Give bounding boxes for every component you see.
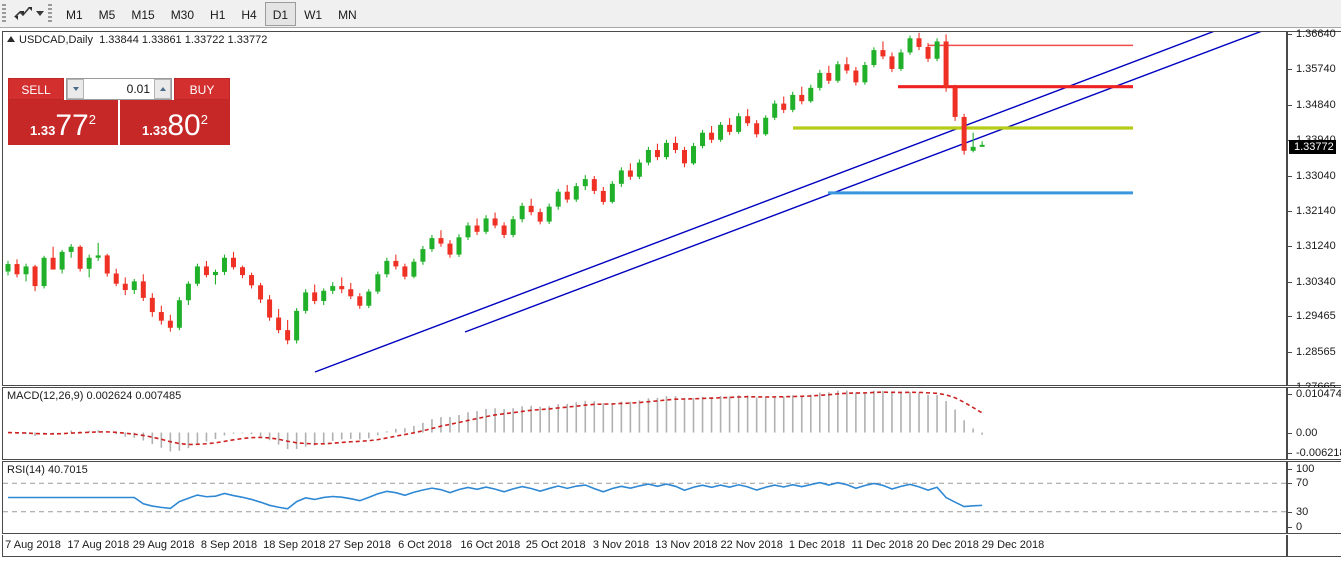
symbol-info-label: USDCAD,Daily 1.33844 1.33861 1.33722 1.3… — [7, 34, 267, 46]
date-label: 13 Nov 2018 — [655, 539, 718, 551]
sell-price: 1.33772 — [8, 109, 118, 143]
date-label: 3 Nov 2018 — [592, 539, 650, 551]
timeframe-button-h1[interactable]: H1 — [210, 8, 226, 22]
date-label: 1 Dec 2018 — [788, 539, 846, 551]
chart-area: USDCAD,Daily 1.33844 1.33861 1.33722 1.3… — [0, 28, 1341, 566]
price-tick: 1.33040 — [1288, 170, 1336, 182]
macd-signal-line — [7, 391, 983, 446]
rsi-scale: 100 70 30 0 — [1287, 461, 1341, 534]
timeframe-button-m1[interactable]: M1 — [66, 8, 83, 22]
date-label: 6 Oct 2018 — [398, 539, 452, 551]
trade-price-row: 1.33772 1.33802 — [8, 100, 230, 145]
price-tick: 1.28565 — [1288, 346, 1336, 358]
rsi-tick: 0 — [1288, 521, 1302, 533]
price-tick: 1.29465 — [1288, 310, 1336, 322]
toolbar-grip[interactable] — [2, 4, 6, 24]
chart-template-icon[interactable] — [12, 4, 34, 24]
price-tick: 1.31240 — [1288, 240, 1336, 252]
rsi-line — [8, 481, 983, 510]
timeframe-button-w1[interactable]: W1 — [304, 8, 323, 22]
price-tick: 1.35740 — [1288, 63, 1336, 75]
sell-price-button[interactable]: 1.33772 — [8, 100, 118, 145]
buy-price: 1.33802 — [120, 109, 230, 143]
rsi-tick: 30 — [1288, 506, 1308, 518]
price-tick: 1.36640 — [1288, 28, 1336, 40]
buy-price-button[interactable]: 1.33802 — [120, 100, 230, 145]
rsi-label: RSI(14) 40.7015 — [7, 464, 88, 476]
timeframe-button-h4[interactable]: H4 — [241, 8, 257, 22]
sell-price-main: 77 — [55, 109, 89, 142]
macd-plot — [7, 390, 983, 452]
candlestick-plot — [5, 32, 1262, 373]
sell-button[interactable]: SELL — [8, 78, 64, 100]
date-label: 29 Aug 2018 — [132, 539, 195, 551]
volume-decrement-button[interactable] — [67, 79, 84, 99]
chevron-down-icon[interactable] — [36, 11, 44, 16]
current-price-marker: 1.33772 — [1289, 139, 1336, 154]
time-axis[interactable]: 7 Aug 2018 17 Aug 2018 29 Aug 2018 8 Sep 20… — [2, 535, 1287, 557]
axis-corner — [1287, 535, 1341, 557]
macd-label: MACD(12,26,9) 0.002624 0.007485 — [7, 390, 182, 402]
sell-price-fraction: 2 — [88, 112, 96, 127]
trade-controls-row: SELL 0.01 BUY — [8, 78, 230, 100]
toolbar-grip[interactable] — [48, 4, 52, 24]
price-tick: 1.30340 — [1288, 276, 1336, 288]
macd-tick: 0.00 — [1288, 427, 1317, 439]
price-tick: 1.32140 — [1288, 205, 1336, 217]
date-label: 8 Sep 2018 — [200, 539, 258, 551]
macd-scale: 0.010474 0.00 -0.006218 — [1287, 387, 1341, 460]
buy-price-prefix: 1.33 — [142, 123, 168, 138]
date-label: 22 Nov 2018 — [720, 539, 783, 551]
volume-increment-button[interactable] — [154, 79, 171, 99]
macd-pane[interactable]: MACD(12,26,9) 0.002624 0.007485 — [2, 387, 1287, 460]
one-click-trading-panel: SELL 0.01 BUY 1.33772 1.33802 — [8, 78, 230, 145]
timeframe-button-mn[interactable]: MN — [338, 8, 357, 22]
buy-price-main: 80 — [167, 109, 201, 142]
timeframe-button-m30[interactable]: M30 — [170, 8, 195, 22]
rsi-pane[interactable]: RSI(14) 40.7015 — [2, 461, 1287, 534]
timeframe-button-d1[interactable]: D1 — [264, 2, 297, 26]
date-label: 29 Dec 2018 — [981, 539, 1045, 551]
price-tick: 1.34840 — [1288, 99, 1336, 111]
rsi-plot — [3, 481, 1286, 513]
timeframe-button-m15[interactable]: M15 — [131, 8, 155, 22]
sell-price-prefix: 1.33 — [30, 123, 56, 138]
date-label: 16 Oct 2018 — [460, 539, 521, 551]
date-label: 20 Dec 2018 — [916, 539, 979, 551]
date-label: 11 Dec 2018 — [851, 539, 914, 551]
date-label: 7 Aug 2018 — [5, 539, 61, 551]
buy-price-fraction: 2 — [200, 112, 208, 127]
buy-button[interactable]: BUY — [174, 78, 230, 100]
date-label: 18 Sep 2018 — [263, 539, 326, 551]
timeframe-button-m5[interactable]: M5 — [98, 8, 116, 22]
macd-tick: -0.006218 — [1288, 447, 1341, 459]
rsi-tick: 100 — [1288, 463, 1314, 475]
macd-tick: 0.010474 — [1288, 388, 1341, 400]
rsi-tick: 70 — [1288, 477, 1308, 489]
date-label: 25 Oct 2018 — [525, 539, 586, 551]
price-scale[interactable]: 1.33772 1.366401.357401.348401.339401.33… — [1287, 28, 1341, 393]
volume-field[interactable]: 0.01 — [66, 78, 172, 100]
date-label: 17 Aug 2018 — [67, 539, 130, 551]
toolbar: M1 M5 M15 M30 H1 H4 D1 W1 MN — [0, 0, 1341, 28]
triangle-up-icon — [7, 36, 15, 42]
timeframe-button-group: M1 M5 M15 M30 H1 H4 D1 W1 MN — [58, 2, 365, 26]
ohlc-values: 1.33844 1.33861 1.33722 1.33772 — [99, 34, 268, 46]
date-label: 27 Sep 2018 — [328, 539, 391, 551]
symbol-name: USDCAD,Daily — [19, 34, 93, 46]
volume-value[interactable]: 0.01 — [84, 79, 154, 99]
price-pane[interactable]: USDCAD,Daily 1.33844 1.33861 1.33722 1.3… — [2, 31, 1287, 386]
